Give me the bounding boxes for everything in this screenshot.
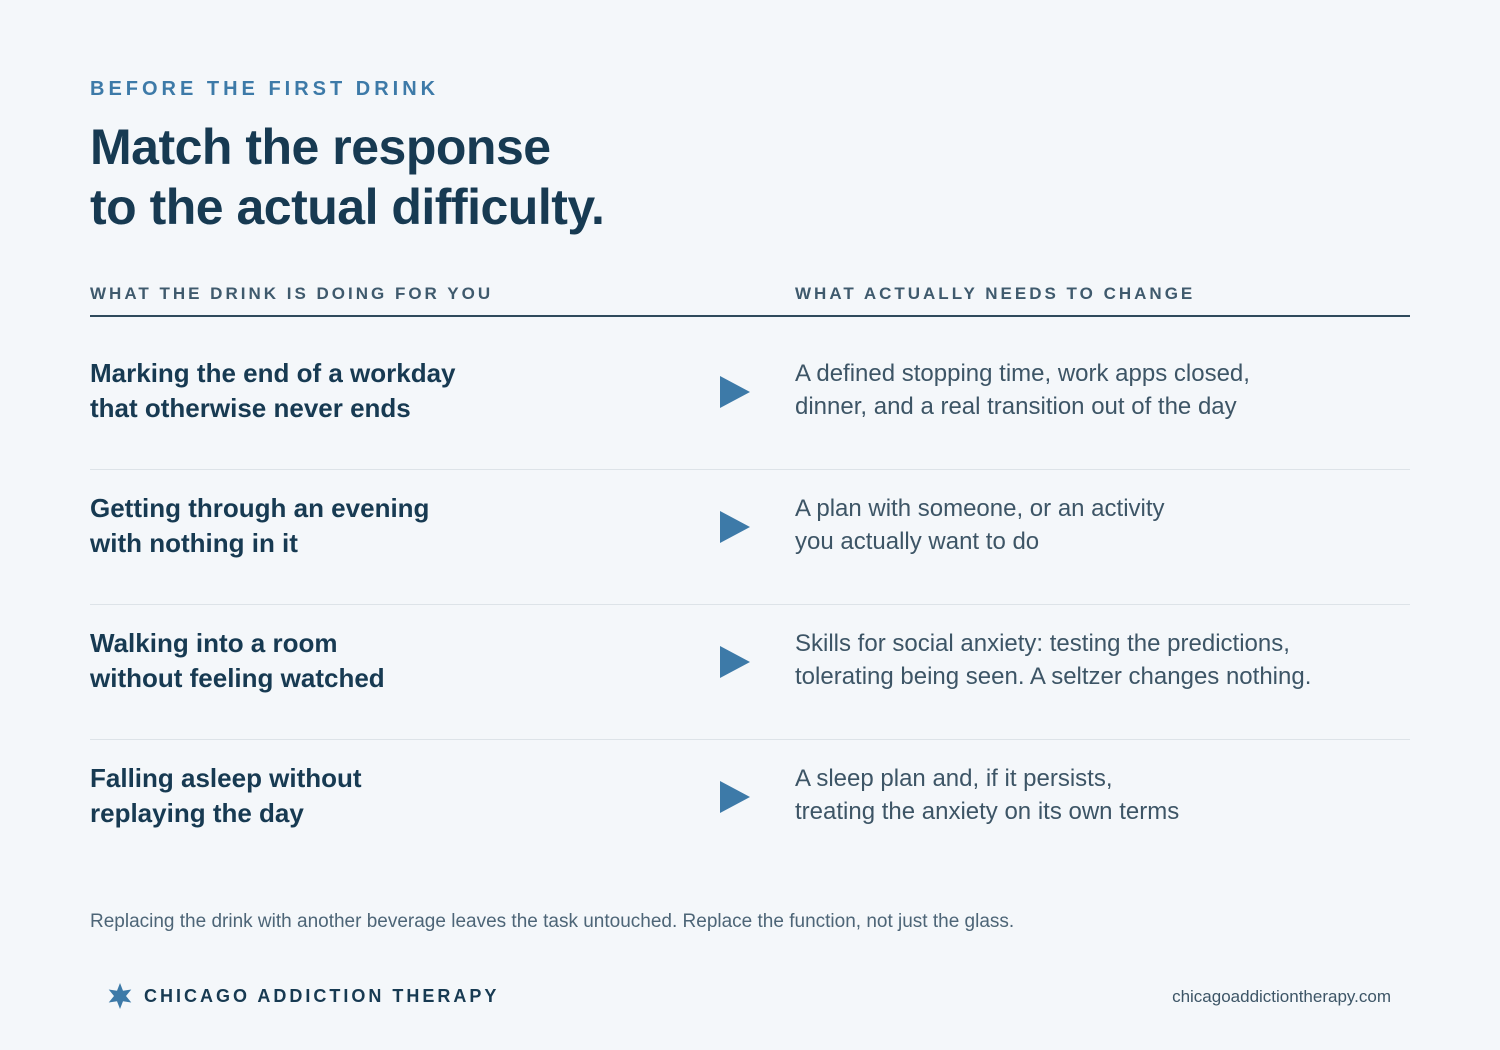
eyebrow: BEFORE THE FIRST DRINK [90, 78, 440, 100]
column-header: WHAT THE DRINK IS DOING FOR YOU [90, 284, 494, 303]
arrow [720, 646, 750, 678]
arrow-icon [720, 511, 750, 543]
change-text: Skills for social anxiety: testing the p… [795, 630, 1290, 657]
change-text: treating the anxiety on its own terms [795, 798, 1180, 825]
need-text: with nothing in it [90, 528, 298, 558]
url: chicagoaddictiontherapy.com [1172, 987, 1391, 1006]
row-divider [90, 469, 1410, 470]
arrow [720, 511, 750, 543]
arrow-icon [720, 646, 750, 678]
change-text: A plan with someone, or an activity [795, 495, 1165, 522]
need-text: Falling asleep without [90, 763, 362, 793]
footnote: Replacing the drink with another beverag… [90, 911, 1015, 932]
title-line: Match the response [90, 119, 551, 175]
need-text: that otherwise never ends [90, 393, 411, 423]
arrow-icon [720, 376, 750, 408]
need-text: Marking the end of a workday [90, 358, 456, 388]
header-rule [90, 315, 1410, 317]
star-icon [108, 983, 132, 1009]
need-text: replaying the day [90, 798, 304, 828]
column-header: WHAT ACTUALLY NEEDS TO CHANGE [795, 284, 1196, 303]
need-text: Getting through an evening [90, 493, 430, 523]
title-line: to the actual difficulty. [90, 179, 605, 235]
change-text: dinner, and a real transition out of the… [795, 393, 1237, 420]
arrow-icon [720, 781, 750, 813]
row-divider [90, 604, 1410, 605]
row-divider [90, 739, 1410, 740]
need-text: without feeling watched [90, 663, 385, 693]
star [108, 983, 132, 1009]
change-text: A defined stopping time, work apps close… [795, 360, 1250, 387]
change-text: you actually want to do [795, 528, 1040, 555]
brand: CHICAGO ADDICTION THERAPY [144, 986, 500, 1006]
need-text: Walking into a room [90, 628, 338, 658]
change-text: tolerating being seen. A seltzer changes… [795, 663, 1312, 690]
change-text: A sleep plan and, if it persists, [795, 765, 1113, 792]
arrow [720, 376, 750, 408]
arrow [720, 781, 750, 813]
